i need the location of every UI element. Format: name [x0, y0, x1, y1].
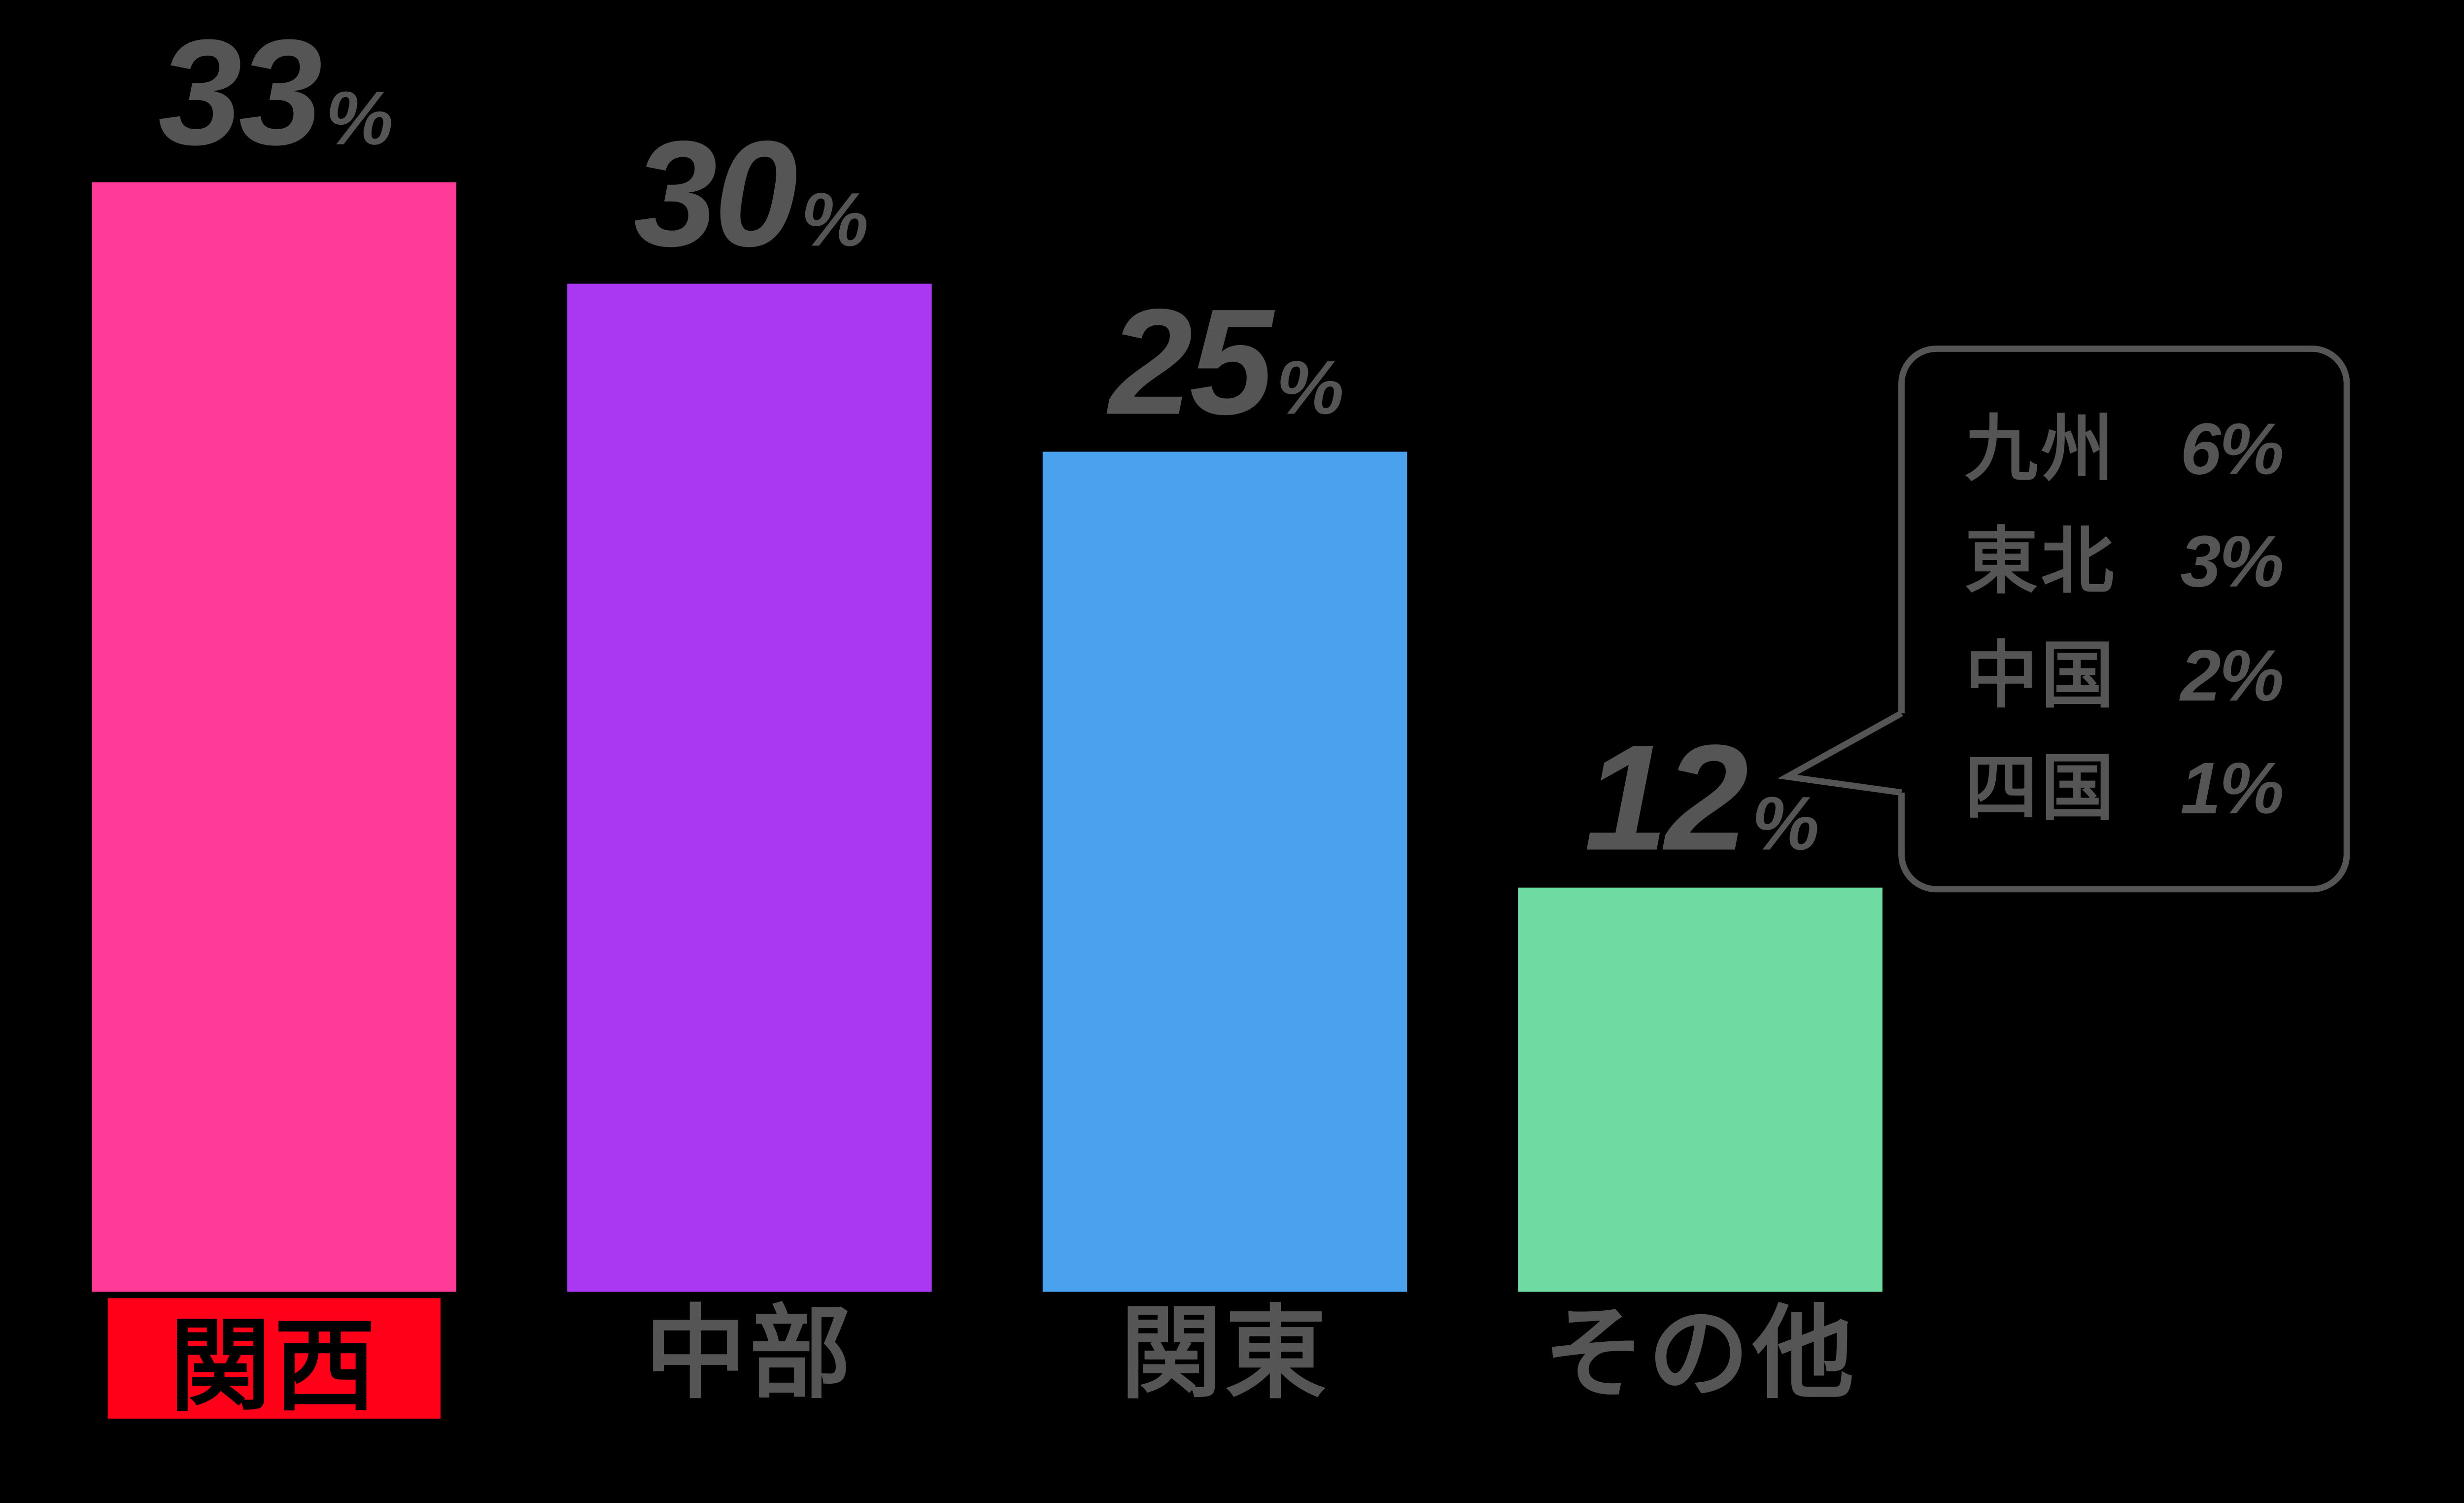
- callout-row: 中国 2%: [1965, 619, 2283, 732]
- bar: [1518, 888, 1882, 1292]
- bar-value-label: 30%: [567, 120, 932, 270]
- callout-region: 中国: [1965, 619, 2117, 732]
- bar-value: 25: [1109, 279, 1270, 447]
- callout-region: 九州: [1965, 393, 2117, 506]
- callout-row: 東北 3%: [1965, 506, 2283, 619]
- bar: [567, 283, 932, 1292]
- category-label-highlight: 関西: [108, 1298, 441, 1418]
- bar-value-label: 33%: [92, 19, 456, 170]
- category-label: 関西: [170, 1286, 378, 1432]
- percent-suffix: %: [1752, 784, 1816, 868]
- callout-row: 四国 1%: [1965, 732, 2283, 845]
- percent-suffix: %: [801, 178, 865, 262]
- category-label: 関東: [1120, 1273, 1329, 1419]
- callout-value: 1%: [2180, 732, 2282, 845]
- bar-value-label: 12%: [1518, 725, 1882, 875]
- callout-region: 東北: [1965, 506, 2117, 619]
- percent-suffix: %: [1276, 347, 1341, 430]
- bar-value: 33: [158, 9, 319, 177]
- callout-region: 四国: [1965, 732, 2117, 845]
- bar-value-label: 25%: [1043, 288, 1407, 438]
- bar: [92, 182, 456, 1292]
- callout-value: 2%: [2180, 619, 2282, 732]
- bar-value: 30: [634, 110, 795, 279]
- callout-value: 3%: [2180, 506, 2282, 619]
- category-label: 中部: [645, 1273, 854, 1419]
- callout-value: 6%: [2180, 393, 2282, 506]
- bar: [1043, 451, 1407, 1292]
- category-label: その他: [1543, 1273, 1857, 1419]
- region-bar-chart: 33% 関西 30% 中部 25% 関東 12% その他 九州 6% 東北 3% 中国 2% 四国 1%: [0, 0, 2464, 1434]
- callout-row: 九州 6%: [1965, 393, 2283, 506]
- percent-suffix: %: [326, 78, 390, 162]
- others-breakdown-callout: 九州 6% 東北 3% 中国 2% 四国 1%: [1898, 346, 2349, 893]
- bar-value: 12: [1584, 716, 1745, 884]
